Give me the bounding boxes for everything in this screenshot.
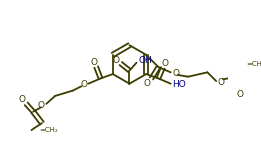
Text: OH: OH <box>138 56 152 65</box>
Text: O: O <box>80 80 87 89</box>
Text: =CH₂: =CH₂ <box>40 127 58 133</box>
Text: HO: HO <box>173 80 186 89</box>
Text: O: O <box>113 56 120 65</box>
Text: O: O <box>90 58 97 67</box>
Text: O: O <box>236 90 243 99</box>
Text: O: O <box>18 95 25 104</box>
Text: =CH₂: =CH₂ <box>246 60 261 67</box>
Text: O: O <box>218 78 225 87</box>
Text: O: O <box>173 69 179 78</box>
Text: O: O <box>144 79 151 88</box>
Text: O: O <box>38 101 45 110</box>
Text: O: O <box>162 59 169 68</box>
